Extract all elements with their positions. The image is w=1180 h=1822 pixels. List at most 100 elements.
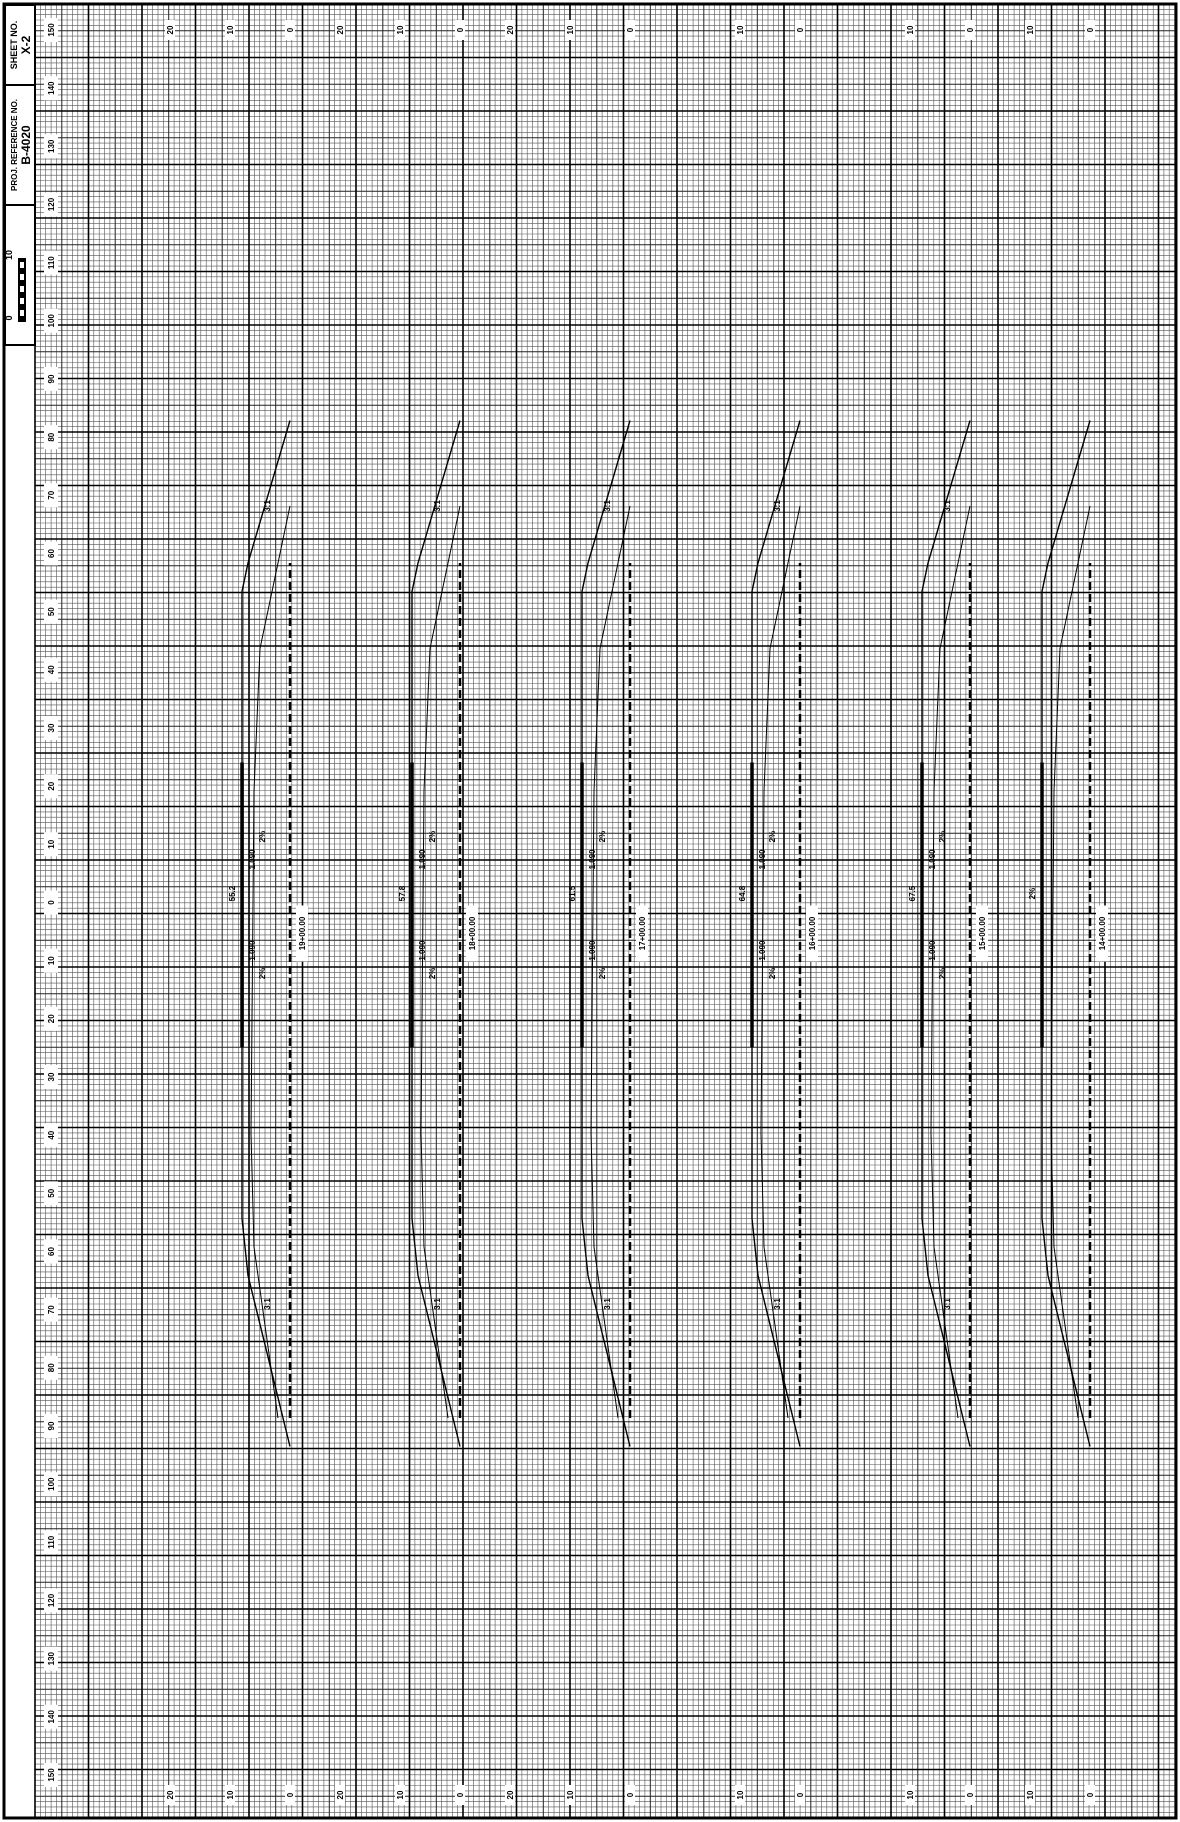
sheet-no: X-2 xyxy=(19,35,33,54)
station-label-bg xyxy=(44,192,58,217)
station-scale-left: 1501401301201101009080706050403020100102… xyxy=(44,18,58,1787)
station-label-bg xyxy=(44,367,58,391)
station-label: 100 xyxy=(47,1477,56,1491)
elevation-label: 20 xyxy=(166,1790,175,1799)
elev-label-bg xyxy=(165,1785,175,1805)
elev-label-bg xyxy=(795,1785,805,1805)
station-label: 150 xyxy=(47,23,56,37)
elev-label-bg xyxy=(625,1785,635,1805)
station-label-bg xyxy=(44,832,58,857)
section-annotation: 1.090 xyxy=(418,849,427,870)
section-annotation: 2% xyxy=(258,968,267,980)
station-label: 130 xyxy=(47,139,56,153)
title-block: SHEET NO. X-2 PROJ. REFERENCE NO. B-4020… xyxy=(4,4,36,346)
section-annotation: 2% xyxy=(598,831,607,843)
elev-label-bg xyxy=(455,1785,465,1805)
station-label-bg xyxy=(44,1588,58,1613)
elev-label-bg xyxy=(1085,1785,1095,1805)
elev-label-bg xyxy=(905,20,915,40)
station-label-bg xyxy=(44,1123,58,1148)
station-label: 80 xyxy=(47,1363,56,1372)
grid-minor-lines xyxy=(35,4,1176,1818)
section-station-label: 14+00.00 xyxy=(1098,916,1107,950)
elevation-label: 0 xyxy=(1086,27,1095,32)
elevation-label: 0 xyxy=(626,27,635,32)
elev-label-bg xyxy=(735,20,745,40)
elevation-label: 10 xyxy=(226,1790,235,1799)
existing-ground-line xyxy=(250,505,291,1419)
station-label: 10 xyxy=(47,839,56,848)
elevation-label: 20 xyxy=(506,1790,515,1799)
section-annotation: 1.090 xyxy=(418,940,427,961)
section-annotation: 2% xyxy=(768,831,777,843)
section-annotation: 1.090 xyxy=(248,940,257,961)
station-label-bg xyxy=(636,905,648,962)
station-label-bg xyxy=(44,1297,58,1322)
station-label-bg xyxy=(44,483,58,508)
elevation-label: 20 xyxy=(336,1790,345,1799)
station-label-bg xyxy=(44,1763,58,1787)
section-annotation: 3:1 xyxy=(603,1298,612,1310)
existing-ground-line xyxy=(590,505,631,1419)
elevation-label: 0 xyxy=(966,27,975,32)
elevation-label: 10 xyxy=(736,1790,745,1799)
station-label-bg xyxy=(44,716,58,740)
station-label-bg xyxy=(44,1355,58,1380)
section-station-label: 15+00.00 xyxy=(978,916,987,950)
elev-label-bg xyxy=(735,1785,745,1805)
section-annotation: 64.8 xyxy=(738,885,747,901)
station-label-bg xyxy=(44,134,58,159)
station-label-bg xyxy=(44,1006,58,1031)
station-label-bg xyxy=(44,890,58,915)
station-label: 70 xyxy=(47,1305,56,1314)
elev-label-bg xyxy=(905,1785,915,1805)
station-label-bg xyxy=(44,1472,58,1497)
elevation-label: 10 xyxy=(736,25,745,34)
station-label: 120 xyxy=(47,1593,56,1607)
station-label-bg xyxy=(44,18,58,42)
section-annotation: 3:1 xyxy=(433,1298,442,1310)
graphic-scale: 0 10 xyxy=(4,250,26,322)
elev-label-bg xyxy=(505,20,515,40)
section-annotation: 55.2 xyxy=(228,885,237,901)
elevation-label: 0 xyxy=(1086,1792,1095,1797)
section-annotation: 2% xyxy=(598,968,607,980)
elev-label-bg xyxy=(165,20,175,40)
elevation-label: 10 xyxy=(906,1790,915,1799)
proj-ref: B-4020 xyxy=(19,125,33,165)
grid-major-lines xyxy=(34,3,1176,1818)
cross-sections: 3030202010100055.21.0901.0902%2%3:13:119… xyxy=(165,20,1108,1805)
section-annotation: 1.090 xyxy=(588,849,597,870)
cross-section-2: 3030202010100057.81.0901.0902%2%3:13:118… xyxy=(335,20,478,1805)
elevation-label: 10 xyxy=(226,25,235,34)
station-label-bg xyxy=(806,905,818,962)
elev-label-bg xyxy=(225,20,235,40)
station-label: 150 xyxy=(47,1768,56,1782)
elev-label-bg xyxy=(335,1785,345,1805)
station-label: 100 xyxy=(47,314,56,328)
station-label-bg xyxy=(44,1704,58,1729)
section-annotation: 57.8 xyxy=(398,885,407,901)
cross-section-3: 202010100061.51.0901.0902%2%3:13:117+00.… xyxy=(505,20,648,1805)
station-label: 80 xyxy=(47,432,56,441)
elev-label-bg xyxy=(1025,1785,1035,1805)
station-label: 40 xyxy=(47,665,56,674)
elevation-label: 0 xyxy=(796,27,805,32)
graph-paper-grid xyxy=(34,3,1176,1818)
station-label-bg xyxy=(296,905,308,962)
elev-label-bg xyxy=(285,1785,295,1805)
elev-label-bg xyxy=(565,20,575,40)
station-label: 50 xyxy=(47,607,56,616)
sheet-no-label: SHEET NO. xyxy=(9,21,19,70)
section-annotation: 3:1 xyxy=(773,1298,782,1310)
proj-ref-label: PROJ. REFERENCE NO. xyxy=(10,99,19,191)
station-label-bg xyxy=(44,425,58,450)
section-annotation: 3:1 xyxy=(943,1298,952,1310)
section-annotation: 1.090 xyxy=(758,940,767,961)
section-station-label: 17+00.00 xyxy=(638,916,647,950)
section-annotation: 2% xyxy=(768,968,777,980)
